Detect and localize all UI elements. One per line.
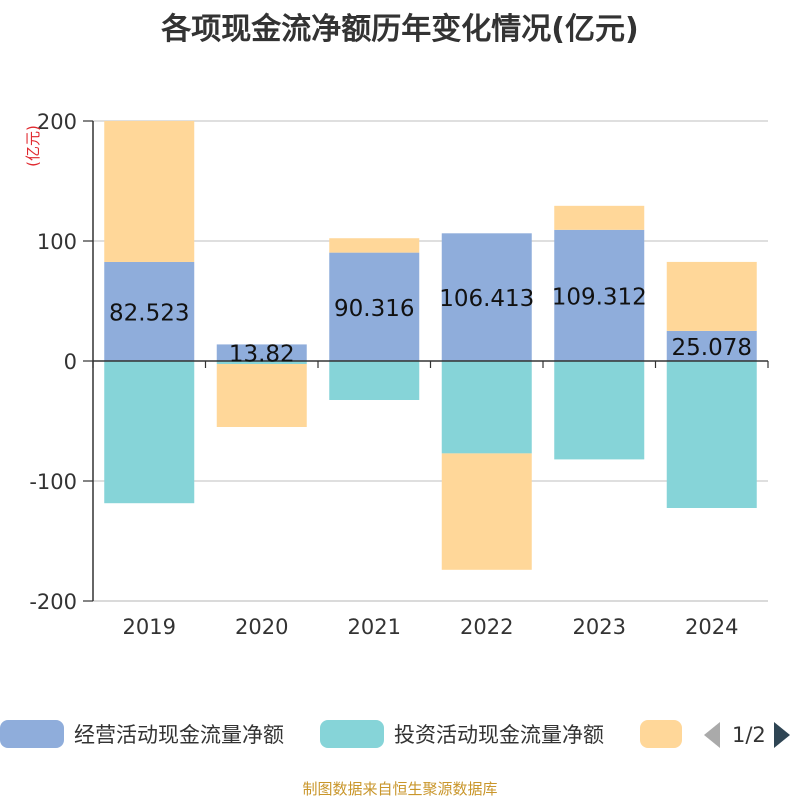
bar-series-2-2020[interactable] [216,361,307,364]
bar-series-2-2024[interactable] [666,361,757,508]
bar-series-3-2023[interactable] [554,205,645,230]
y-tick-label: -100 [29,470,77,494]
data-label-2022: 106.413 [439,286,534,312]
legend-item-investing[interactable]: 投资活动现金流量净额 [320,718,604,750]
pager-prev-icon[interactable] [702,720,724,750]
bar-series-2-2022[interactable] [441,361,532,454]
x-tick-label-2021: 2021 [348,615,401,639]
pager-page-indicator: 1/2 [732,723,766,747]
bar-series-2-2019[interactable] [104,361,195,504]
y-tick-label: -200 [29,590,77,614]
legend-label-investing: 投资活动现金流量净额 [394,723,604,747]
bar-series-1-2024[interactable] [666,330,757,361]
data-label-2021: 90.316 [334,296,414,322]
bar-series-1-2022[interactable] [441,233,532,361]
legend-pager: 1/2 [700,718,800,752]
data-label-2020: 13.82 [229,342,295,368]
x-tick-label-2019: 2019 [123,615,176,639]
pager-next-icon[interactable] [772,720,794,750]
y-tick-label: 200 [37,110,77,134]
chart-title: 各项现金流净额历年变化情况(亿元) [161,12,639,47]
x-tick-label-2023: 2023 [573,615,626,639]
y-axis-unit-label: (亿元) [24,125,42,167]
source-note: 制图数据来自恒生聚源数据库 [302,780,498,798]
legend-item-financing[interactable] [640,718,692,750]
x-tick-label-2024: 2024 [685,615,738,639]
legend-swatch-investing [320,720,384,748]
data-label-2024: 25.078 [672,335,752,361]
bar-series-1-2021[interactable] [329,252,420,361]
bar-series-1-2023[interactable] [554,229,645,361]
y-tick-label: 100 [37,230,77,254]
x-tick-label-2020: 2020 [235,615,288,639]
bar-series-3-2020[interactable] [216,364,307,427]
bar-series-3-2022[interactable] [441,453,532,570]
bar-series-3-2021[interactable] [329,238,420,253]
bar-series-3-2019[interactable] [104,120,195,262]
legend-item-operating[interactable]: 经营活动现金流量净额 [0,718,284,750]
legend-swatch-operating [0,720,64,748]
y-tick-label: 0 [64,350,77,374]
legend-swatch-financing [640,720,682,748]
bar-series-2-2021[interactable] [329,361,420,400]
data-label-2019: 82.523 [109,300,189,326]
chart-plot: 200 100 0 -100 -200 (亿元) 2019 2020 2021 2022 2023 2… [24,110,769,639]
x-tick-label-2022: 2022 [460,615,513,639]
data-label-2023: 109.312 [552,284,647,310]
bar-series-2-2023[interactable] [554,361,645,460]
bar-series-1-2020[interactable] [216,344,307,361]
bar-series-3-2024[interactable] [666,261,757,331]
bar-series-1-2019[interactable] [104,261,195,361]
legend-label-operating: 经营活动现金流量净额 [74,723,284,747]
